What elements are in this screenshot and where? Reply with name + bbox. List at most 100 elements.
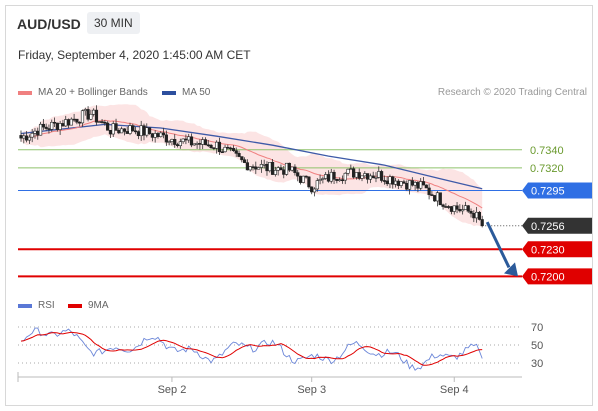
candle-body — [379, 171, 384, 181]
candle-body — [136, 131, 140, 137]
candle — [318, 174, 322, 185]
candle-body — [248, 166, 252, 171]
candle — [268, 162, 272, 173]
candle — [97, 121, 101, 124]
candle-body — [156, 133, 160, 138]
candle-body — [215, 141, 219, 149]
candle-body — [296, 172, 300, 177]
candle-body — [80, 110, 85, 124]
candle-body — [326, 174, 331, 182]
candle-body — [245, 162, 250, 171]
candle-body — [103, 121, 107, 124]
candle — [50, 119, 54, 132]
rsi-tick-70: 70 — [531, 322, 543, 334]
candle-body — [189, 136, 194, 146]
candle — [455, 201, 459, 214]
candle-body — [114, 123, 118, 131]
candle-body — [315, 180, 319, 190]
candle-body — [405, 183, 409, 190]
rsi-9ma-line — [20, 331, 483, 366]
candle — [284, 162, 289, 176]
timeframe-badge[interactable]: 30 MIN — [87, 12, 140, 34]
candle-body — [287, 162, 291, 171]
candle-body — [106, 122, 110, 131]
candle — [298, 175, 303, 185]
candle-body — [201, 139, 205, 145]
candle-body — [86, 109, 90, 120]
candle-body — [438, 192, 442, 206]
candle — [346, 168, 350, 176]
candle — [424, 184, 428, 189]
x-tick-label-sep-3: Sep 3 — [297, 384, 326, 396]
candle-body — [312, 188, 317, 193]
candle-body — [198, 143, 202, 145]
candle-body — [30, 132, 34, 138]
candle — [374, 172, 378, 183]
candle-body — [173, 139, 177, 145]
candle-body — [332, 171, 336, 180]
candle-body — [36, 130, 40, 136]
candle-body — [27, 136, 31, 141]
x-tick-label-sep-4: Sep 4 — [440, 384, 469, 396]
candle-body — [231, 148, 236, 151]
candle — [379, 169, 384, 183]
candle-body — [335, 178, 339, 181]
candle-body — [461, 209, 465, 212]
candle-body — [290, 166, 294, 171]
candle — [357, 168, 361, 181]
candle-body — [416, 182, 420, 189]
candle-body — [343, 172, 347, 181]
candle-body — [284, 162, 289, 175]
candle — [147, 127, 152, 135]
candle — [360, 175, 364, 182]
candle-body — [298, 175, 303, 183]
candle-body — [44, 126, 48, 129]
candle — [167, 140, 171, 146]
candle-body — [150, 133, 154, 138]
candle-body — [240, 156, 244, 161]
candle-body — [217, 141, 222, 153]
candle-body — [243, 159, 247, 163]
candle — [435, 191, 440, 207]
candle-body — [402, 181, 406, 184]
candle-body — [145, 127, 149, 136]
candle-body — [181, 138, 185, 143]
candle — [391, 175, 395, 189]
candle — [307, 176, 311, 189]
bollinger-band — [21, 104, 483, 228]
candle-body — [184, 138, 188, 141]
candle — [243, 157, 247, 163]
symbol-title: AUD/USD — [17, 16, 81, 32]
candle-body — [466, 205, 470, 212]
x-tick-label-sep-2: Sep 2 — [158, 384, 187, 396]
candle-body — [41, 123, 45, 128]
candle-body — [120, 128, 124, 134]
candle-body — [268, 162, 272, 172]
candle-body — [374, 177, 378, 179]
candle-body — [170, 139, 174, 142]
legend-ma50: MA 50 — [162, 87, 210, 98]
legend-label: MA 20 + Bollinger Bands — [38, 87, 148, 98]
candle-body — [50, 121, 54, 130]
level-label-0-7200: 0.7200 — [531, 271, 565, 283]
level-label-0-7340: 0.7340 — [530, 145, 564, 157]
candle — [433, 195, 437, 202]
candle-body — [259, 164, 263, 168]
candle-body — [310, 186, 314, 193]
candle-body — [256, 167, 261, 170]
legend-rsi: RSI — [18, 300, 55, 311]
candle — [248, 166, 252, 172]
candle — [44, 123, 48, 131]
candle-body — [175, 144, 180, 147]
candle-body — [58, 123, 62, 130]
candle-body — [212, 147, 216, 149]
candle-body — [455, 205, 459, 210]
candle-body — [251, 166, 255, 168]
candle-body — [61, 123, 65, 127]
candle — [58, 120, 62, 135]
candle-body — [19, 135, 23, 139]
candle-body — [66, 119, 71, 126]
candle — [301, 175, 305, 184]
candle — [461, 204, 465, 215]
candle-body — [69, 118, 73, 126]
